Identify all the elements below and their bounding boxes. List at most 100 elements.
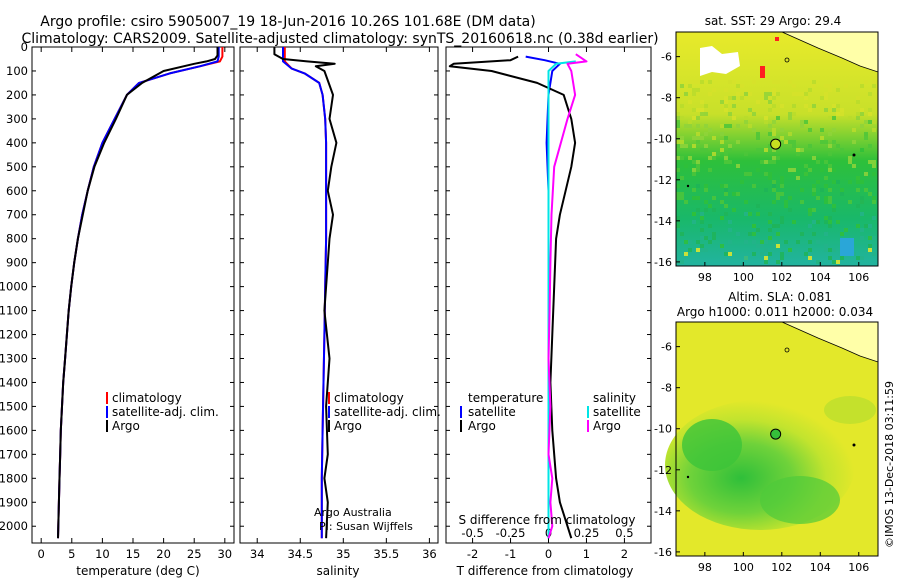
sst-pixel [812,156,816,160]
map-y-tick-label: -12 [654,174,672,187]
sst-pixel [832,104,836,108]
sst-pixel [848,160,852,164]
depth-tick-label: 1500 [0,399,28,413]
depth-tick-label: 900 [6,256,28,270]
sst-pixel [824,196,828,200]
sst-pixel [696,108,700,112]
sst-pixel [768,132,772,136]
series-satellite-adj-clim- [282,47,328,539]
sst-pixel [696,136,700,140]
sst-pixel [732,192,736,196]
sst-map [675,31,879,267]
sst-pixel [812,84,816,88]
sst-pixel [748,92,752,96]
sst-pixel [848,116,852,120]
sst-pixel [704,208,708,212]
sst-pixel [720,216,724,220]
x-tick-label: 5 [68,547,75,561]
sst-pixel [808,224,812,228]
sst-pixel [812,188,816,192]
sst-pixel [712,196,716,200]
sst-pixel [772,160,776,164]
map-y-tick-label: -16 [654,546,672,559]
sst-pixel [692,168,696,172]
sst-pixel [768,100,772,104]
map-x-tick-label: 106 [848,271,869,284]
sst-pixel [808,240,812,244]
sst-pixel [828,168,832,172]
legend-climatology: climatology [112,391,182,405]
difference-legend-salinity: salinity satellite Argo [587,391,641,433]
sla-frame [675,321,879,557]
sst-pixel [800,232,804,236]
sst-pixel [772,244,776,248]
sst-pixel [804,172,808,176]
sst-pixel [764,260,768,264]
sst-pixel [676,140,680,144]
legend-satellite: satellite-adj. clim. [334,405,441,419]
difference-chart: -2 -1 0 1 2-0.5 -0.25 0 0.25 0.5 [446,46,651,561]
sst-pixel [720,244,724,248]
sst-title: sat. SST: 29 Argo: 29.4 [705,14,842,28]
map-x-tick-label: 106 [848,561,869,574]
sst-pixel [764,240,768,244]
sst-pixel [868,192,872,196]
sst-pixel [704,188,708,192]
sst-pixel [736,124,740,128]
sst-pixel [856,180,860,184]
sst-pixel [720,184,724,188]
sst-pixel [832,116,836,120]
sst-pixel [728,160,732,164]
depth-tick-label: 500 [6,160,28,174]
sst-pixel [836,220,840,224]
sst-pixel [680,196,684,200]
sst-pixel [872,216,876,220]
depth-tick-label: 600 [6,184,28,198]
sst-pixel [792,92,796,96]
sst-pixel [832,108,836,112]
sst-pixel [752,232,756,236]
sst-pixel [840,232,844,236]
sst-pixel [788,140,792,144]
series-t-argo [448,55,577,539]
sst-pixel [828,132,832,136]
sst-pixel [708,204,712,208]
sst-pixel [836,88,840,92]
sst-pixel [868,248,872,252]
sst-pixel [820,128,824,132]
sst-pixel [776,224,780,228]
sst-pixel [828,196,832,200]
sst-pixel [776,260,780,264]
sst-pixel [720,132,724,136]
x-tick-label: 10 [95,547,110,561]
sst-pixel [704,124,708,128]
x-tick-label: 0 [545,547,552,561]
sst-pixel [872,80,876,84]
sst-pixel [804,92,808,96]
sst-pixel [724,96,728,100]
sst-pixel [868,236,872,240]
sst-pixel [820,168,824,172]
header-line-2: Climatology: CARS2009. Satellite-adjuste… [21,31,658,47]
sst-pixel [756,100,760,104]
depth-tick-label: 200 [6,88,28,102]
sst-pixel [764,248,768,252]
sst-pixel [836,260,840,264]
depth-tick-label: 1800 [0,471,28,485]
sst-pixel [856,204,860,208]
sst-pixel [728,80,732,84]
sst-pixel [748,172,752,176]
sst-pixel [760,148,764,152]
sst-pixel [764,256,768,260]
salinity-panel [239,46,439,544]
sst-pixel [696,208,700,212]
sst-pixel [860,124,864,128]
sst-pixel [744,200,748,204]
x-tick-label: 15 [126,547,141,561]
sst-pixel [720,140,724,144]
sst-pixel [756,148,760,152]
sst-pixel [724,212,728,216]
sst-pixel [744,240,748,244]
sst-pixel [708,168,712,172]
sst-pixel [736,164,740,168]
